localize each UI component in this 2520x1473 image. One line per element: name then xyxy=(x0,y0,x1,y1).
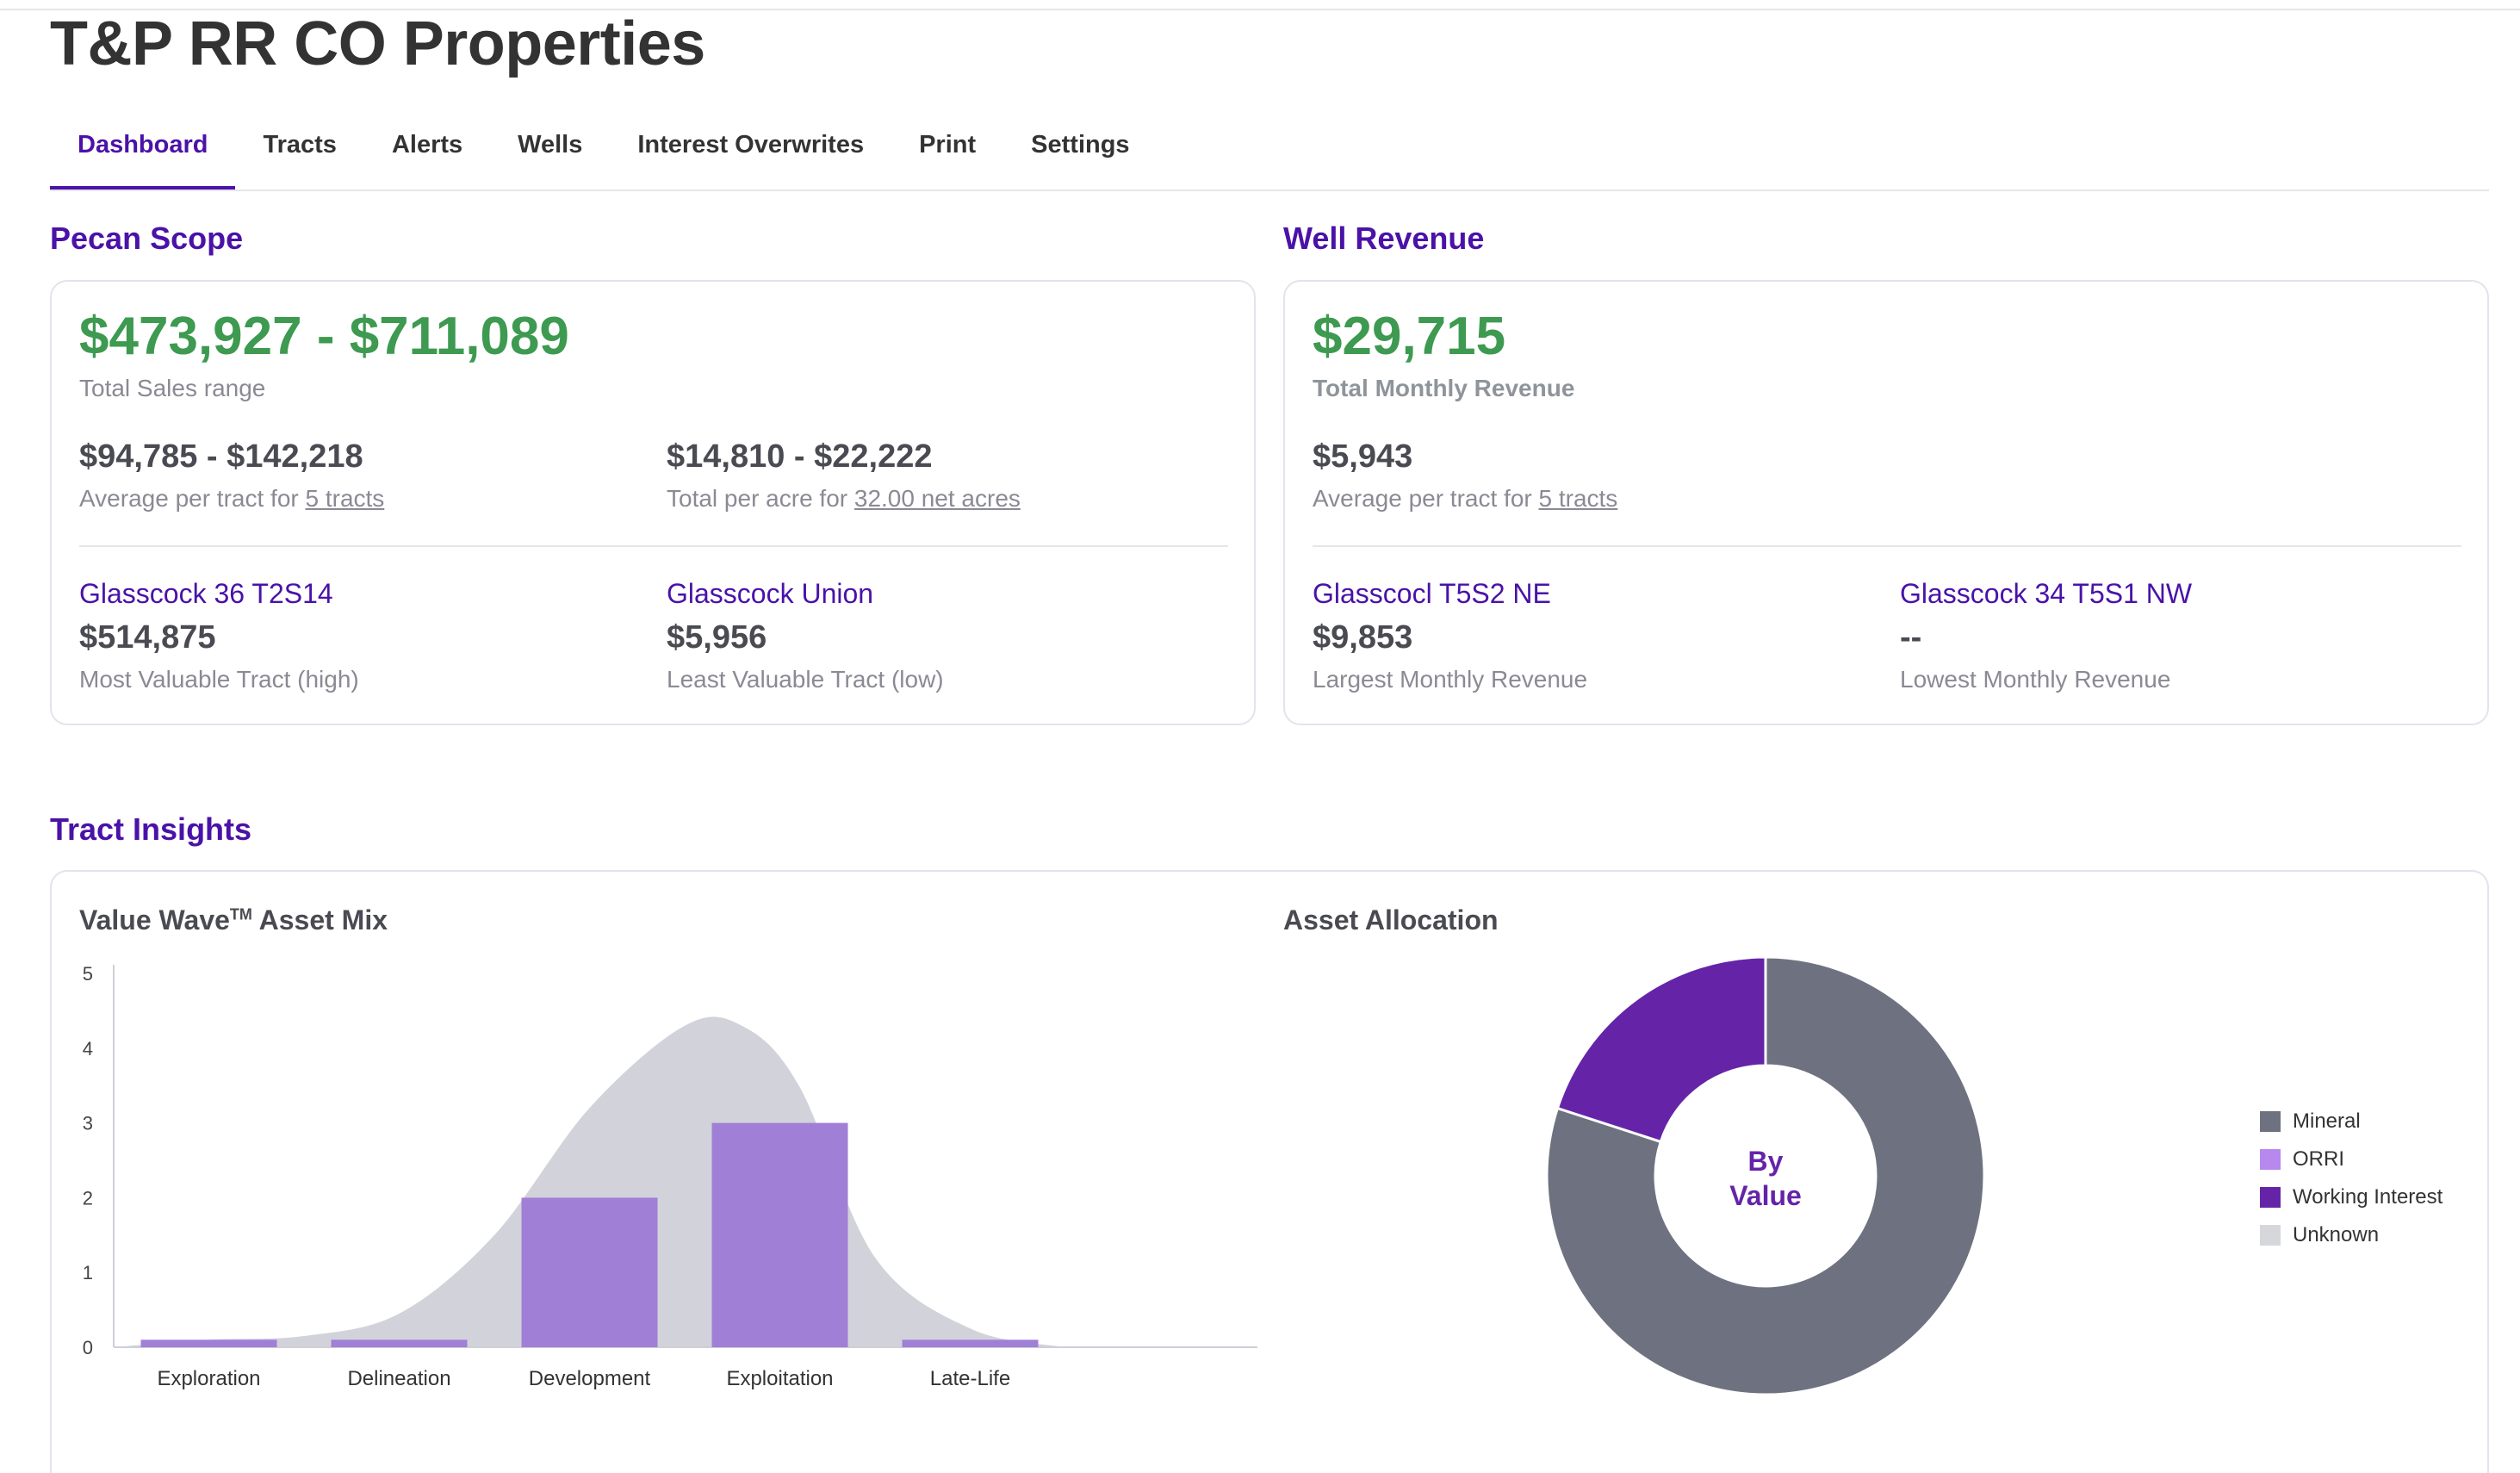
y-tick-label: 3 xyxy=(83,1113,93,1134)
donut-center-label: By xyxy=(1748,1146,1784,1177)
bar-development[interactable] xyxy=(521,1197,658,1347)
tab-dashboard[interactable]: Dashboard xyxy=(50,112,236,190)
tab-bar: Dashboard Tracts Alerts Wells Interest O… xyxy=(50,112,2489,191)
tab-tracts[interactable]: Tracts xyxy=(263,131,337,158)
avg-revenue-value: $5,943 xyxy=(1313,438,1413,475)
y-tick-label: 1 xyxy=(83,1262,93,1283)
most-valuable-tract-link[interactable]: Glasscock 36 T2S14 xyxy=(79,578,333,609)
divider xyxy=(79,545,1228,547)
total-monthly-label: Total Monthly Revenue xyxy=(1313,375,1575,401)
legend-swatch xyxy=(2260,1187,2281,1208)
donut-center-label: Value xyxy=(1729,1180,1802,1211)
tab-settings[interactable]: Settings xyxy=(1031,131,1130,158)
x-tick-label: Delineation xyxy=(347,1367,450,1390)
total-sales-range: $473,927 - $711,089 xyxy=(79,307,569,366)
avg-revenue-label: Average per tract for 5 tracts xyxy=(1313,485,1617,513)
x-tick-label: Development xyxy=(529,1367,651,1390)
value-wave-title-text: Value Wave xyxy=(79,904,230,935)
value-wave-title-suffix: Asset Mix xyxy=(251,904,388,935)
value-wave-chart-title: Value WaveTM Asset Mix xyxy=(79,904,388,936)
avg-per-tract-value: $94,785 - $142,218 xyxy=(79,438,363,475)
well-revenue-heading: Well Revenue xyxy=(1283,221,1485,256)
per-acre-value: $14,810 - $22,222 xyxy=(667,438,933,475)
legend-label: ORRI xyxy=(2293,1147,2344,1171)
lowest-revenue-well-link[interactable]: Glasscock 34 T5S1 NW xyxy=(1900,578,2193,609)
legend-swatch xyxy=(2260,1149,2281,1170)
most-valuable-label: Most Valuable Tract (high) xyxy=(79,666,359,693)
per-acre-label: Total per acre for 32.00 net acres xyxy=(667,485,1021,513)
asset-allocation-title: Asset Allocation xyxy=(1283,904,1499,935)
tracts-count-link[interactable]: 5 tracts xyxy=(305,485,385,512)
most-valuable-value: $514,875 xyxy=(79,619,216,656)
top-rule xyxy=(0,9,2520,10)
legend-label: Working Interest xyxy=(2293,1185,2443,1209)
legend-item-orri[interactable]: ORRI xyxy=(2260,1140,2442,1178)
x-tick-label: Late-Life xyxy=(930,1367,1010,1390)
tab-print[interactable]: Print xyxy=(919,131,977,158)
y-tick-label: 5 xyxy=(83,963,93,985)
bar-delineation[interactable] xyxy=(331,1339,468,1347)
legend-swatch xyxy=(2260,1225,2281,1246)
value-wave-chart: 0 1 2 3 4 5 Exploration Delineation Development E… xyxy=(83,963,1257,1390)
asset-allocation-legend: Mineral ORRI Working Interest Unknown xyxy=(2260,1103,2442,1254)
least-valuable-label: Least Valuable Tract (low) xyxy=(667,666,944,693)
tab-interest-overwrites[interactable]: Interest Overwrites xyxy=(637,131,865,158)
legend-label: Unknown xyxy=(2293,1223,2380,1246)
y-tick-label: 2 xyxy=(83,1187,93,1209)
avg-revenue-prefix: Average per tract for xyxy=(1313,485,1539,512)
legend-item-working-interest[interactable]: Working Interest xyxy=(2260,1178,2442,1216)
total-sales-label: Total Sales range xyxy=(79,375,266,401)
y-tick-label: 0 xyxy=(83,1337,93,1358)
least-valuable-value: $5,956 xyxy=(667,619,767,656)
pecan-scope-card: $473,927 - $711,089 Total Sales range $9… xyxy=(50,280,1256,725)
legend-item-unknown[interactable]: Unknown xyxy=(2260,1216,2442,1254)
tract-insights-card xyxy=(50,870,2489,1473)
tab-alerts[interactable]: Alerts xyxy=(391,131,463,158)
largest-revenue-label: Largest Monthly Revenue xyxy=(1313,666,1588,693)
avg-per-tract-prefix: Average per tract for xyxy=(79,485,306,512)
pecan-scope-heading: Pecan Scope xyxy=(50,221,244,256)
lowest-revenue-label: Lowest Monthly Revenue xyxy=(1900,666,2171,693)
bar-exploration[interactable] xyxy=(140,1339,277,1347)
well-revenue-card: $29,715 Total Monthly Revenue $5,943 Ave… xyxy=(1283,280,2489,725)
legend-item-mineral[interactable]: Mineral xyxy=(2260,1103,2442,1140)
least-valuable-tract-link[interactable]: Glasscock Union xyxy=(667,578,874,609)
x-tick-label: Exploration xyxy=(157,1367,260,1390)
lowest-revenue-value: -- xyxy=(1900,619,1922,656)
avg-per-tract-label: Average per tract for 5 tracts xyxy=(79,485,384,513)
largest-revenue-well-link[interactable]: Glasscocl T5S2 NE xyxy=(1313,578,1551,609)
slice-mineral[interactable] xyxy=(1545,955,1986,1396)
page-title: T&P RR CO Properties xyxy=(50,9,705,78)
bar-exploitation[interactable] xyxy=(711,1122,848,1347)
revenue-tracts-link[interactable]: 5 tracts xyxy=(1538,485,1618,512)
slice-working-interest[interactable] xyxy=(1555,955,1767,1144)
trademark-mark: TM xyxy=(229,905,252,923)
divider xyxy=(1313,545,2461,547)
x-tick-label: Exploitation xyxy=(726,1367,833,1390)
legend-label: Mineral xyxy=(2293,1109,2361,1133)
y-tick-label: 4 xyxy=(83,1038,93,1060)
tract-insights-heading: Tract Insights xyxy=(50,811,252,847)
legend-swatch xyxy=(2260,1111,2281,1132)
per-acre-prefix: Total per acre for xyxy=(667,485,854,512)
bar-late-life[interactable] xyxy=(902,1339,1039,1347)
largest-revenue-value: $9,853 xyxy=(1313,619,1413,656)
total-monthly-revenue: $29,715 xyxy=(1313,307,1506,366)
net-acres-link[interactable]: 32.00 net acres xyxy=(853,485,1021,512)
tab-wells[interactable]: Wells xyxy=(518,131,583,158)
